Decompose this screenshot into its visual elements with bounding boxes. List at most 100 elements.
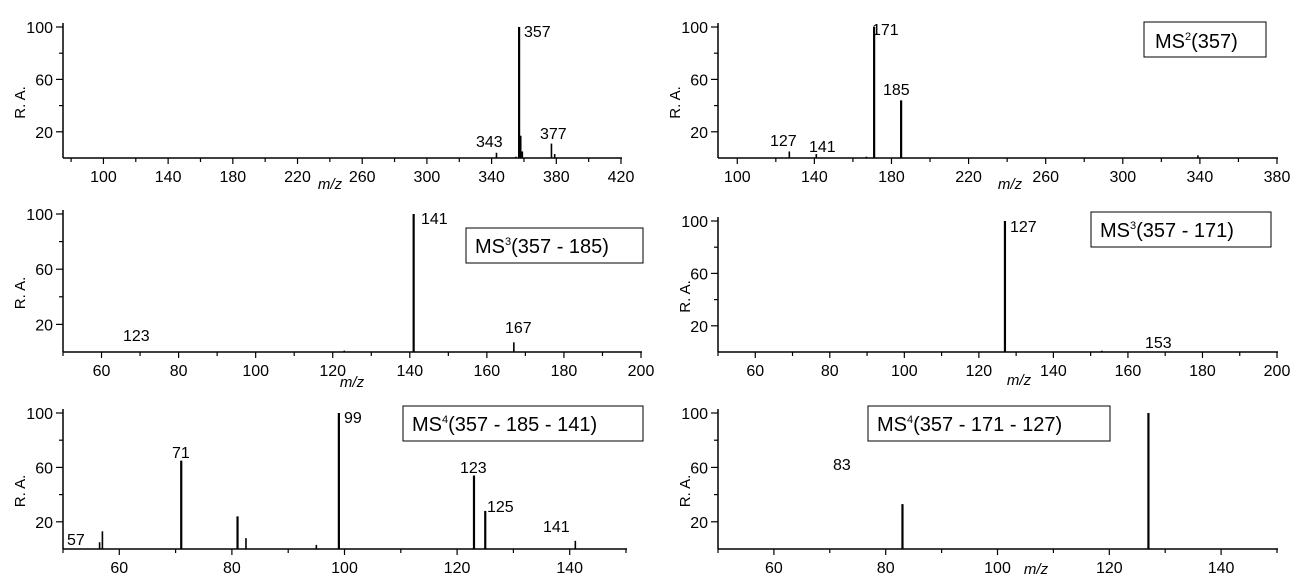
x-tick-label: 140	[1208, 560, 1235, 576]
y-tick-label: 60	[35, 460, 53, 477]
x-tick-label: 100	[90, 169, 117, 186]
panel-middle-left: 60 80 100 120 140 160 180 200 20 60 100 R. A. m/z 141…	[12, 207, 654, 391]
y-tick-label: 100	[26, 207, 53, 224]
x-tick-label: 200	[628, 363, 655, 380]
peak-label: 343	[476, 134, 503, 151]
x-tick-label: 80	[877, 560, 895, 576]
x-tick-label: 120	[1096, 560, 1123, 576]
x-tick-label: 100	[331, 560, 358, 576]
y-axis-title: R. A.	[667, 86, 684, 119]
x-tick-label: 80	[223, 560, 241, 576]
x-tick-label: 60	[93, 363, 111, 380]
x-tick-label: 220	[955, 169, 982, 186]
peak-label: 141	[543, 519, 570, 536]
x-tick-label: 180	[551, 363, 578, 380]
x-tick-label: 180	[878, 169, 905, 186]
peak-label: 71	[172, 445, 190, 462]
peak-label: 167	[505, 320, 532, 337]
peak-label: 123	[460, 460, 487, 477]
x-axis-title: m/z	[1007, 372, 1032, 389]
y-tick-label: 60	[690, 72, 708, 89]
x-tick-label: 140	[801, 169, 828, 186]
y-tick-label: 60	[35, 262, 53, 279]
peak-label: 153	[1145, 335, 1172, 352]
x-tick-label: 300	[1109, 169, 1136, 186]
y-tick-label: 20	[690, 515, 708, 532]
x-tick-label: 120	[966, 363, 993, 380]
x-tick-label: 180	[219, 169, 246, 186]
y-axis-title: R. A.	[12, 277, 29, 310]
x-tick-label: 300	[414, 169, 441, 186]
panel-top-right: 100 140 180 220 260 300 340 380 20 60 100 R. A. m/z 1…	[667, 20, 1290, 193]
y-tick-label: 20	[690, 319, 708, 336]
peak-label: 57	[67, 532, 85, 549]
y-tick-label: 100	[681, 214, 708, 231]
x-tick-label: 140	[556, 560, 583, 576]
x-tick-label: 380	[1264, 169, 1291, 186]
peak-label: 141	[809, 139, 836, 156]
x-tick-label: 200	[1264, 363, 1291, 380]
x-tick-label: 100	[891, 363, 918, 380]
x-tick-label: 340	[478, 169, 505, 186]
x-tick-label: 120	[444, 560, 471, 576]
y-tick-label: 20	[35, 317, 53, 334]
x-axis-title: m/z	[1024, 561, 1049, 576]
ms-stage-label: MS4(357 - 171 - 127)	[877, 414, 1062, 436]
x-tick-label: 220	[284, 169, 311, 186]
y-tick-label: 100	[26, 406, 53, 423]
x-tick-label: 180	[1189, 363, 1216, 380]
x-tick-label: 100	[984, 560, 1011, 576]
peak-label: 125	[487, 499, 514, 516]
ms-stage-label: MS4(357 - 185 - 141)	[412, 414, 597, 436]
x-tick-label: 160	[474, 363, 501, 380]
panel-bottom-left: 60 80 100 120 140 20 60 100 R. A. 57 71 99 123 125 141…	[12, 406, 643, 576]
y-axis-title: R. A.	[12, 86, 29, 119]
x-tick-label: 340	[1187, 169, 1214, 186]
x-tick-label: 160	[1115, 363, 1142, 380]
x-axis-title: m/z	[998, 176, 1023, 193]
panel-top-left: 100 140 180 220 260 300 340 380 420 20 60 100 R. A. m…	[12, 20, 634, 193]
x-tick-label: 80	[170, 363, 188, 380]
x-tick-label: 60	[765, 560, 783, 576]
peak-label: 127	[770, 133, 797, 150]
x-axis-title: m/z	[318, 176, 343, 193]
x-tick-label: 60	[110, 560, 128, 576]
x-tick-label: 140	[1040, 363, 1067, 380]
peak-label: 123	[123, 328, 150, 345]
x-tick-label: 260	[349, 169, 376, 186]
ms-stage-label: MS3(357 - 171)	[1100, 220, 1234, 242]
x-tick-label: 80	[821, 363, 839, 380]
y-tick-label: 20	[35, 515, 53, 532]
x-tick-label: 60	[746, 363, 764, 380]
peak-label: 171	[872, 22, 899, 39]
y-tick-label: 60	[35, 72, 53, 89]
ms-stage-label: MS2(357)	[1155, 31, 1238, 53]
y-tick-label: 100	[26, 20, 53, 37]
x-tick-label: 140	[396, 363, 423, 380]
x-tick-label: 420	[608, 169, 635, 186]
y-tick-label: 20	[690, 125, 708, 142]
y-axis-title: R. A.	[677, 280, 694, 313]
x-tick-label: 140	[155, 169, 182, 186]
y-tick-label: 100	[681, 406, 708, 423]
y-tick-label: 20	[35, 125, 53, 142]
peak-label: 357	[524, 24, 551, 41]
x-tick-label: 260	[1032, 169, 1059, 186]
peak-label: 83	[833, 457, 851, 474]
peak-label: 127	[1010, 219, 1037, 236]
y-tick-label: 100	[681, 20, 708, 37]
x-tick-label: 100	[724, 169, 751, 186]
y-axis-title: R. A.	[12, 475, 29, 508]
peak-label: 141	[421, 211, 448, 228]
x-tick-label: 100	[242, 363, 269, 380]
x-axis-title: m/z	[340, 374, 365, 391]
y-axis-title: R. A.	[677, 475, 694, 508]
peak-label: 185	[883, 82, 910, 99]
x-tick-label: 380	[543, 169, 570, 186]
ms-stage-label: MS3(357 - 185)	[475, 236, 609, 258]
peak-label: 377	[540, 126, 567, 143]
panel-middle-right: 60 80 100 120 140 160 180 200 20 60 100 R. A. m/z 127…	[677, 212, 1290, 389]
peak-label: 99	[344, 410, 362, 427]
